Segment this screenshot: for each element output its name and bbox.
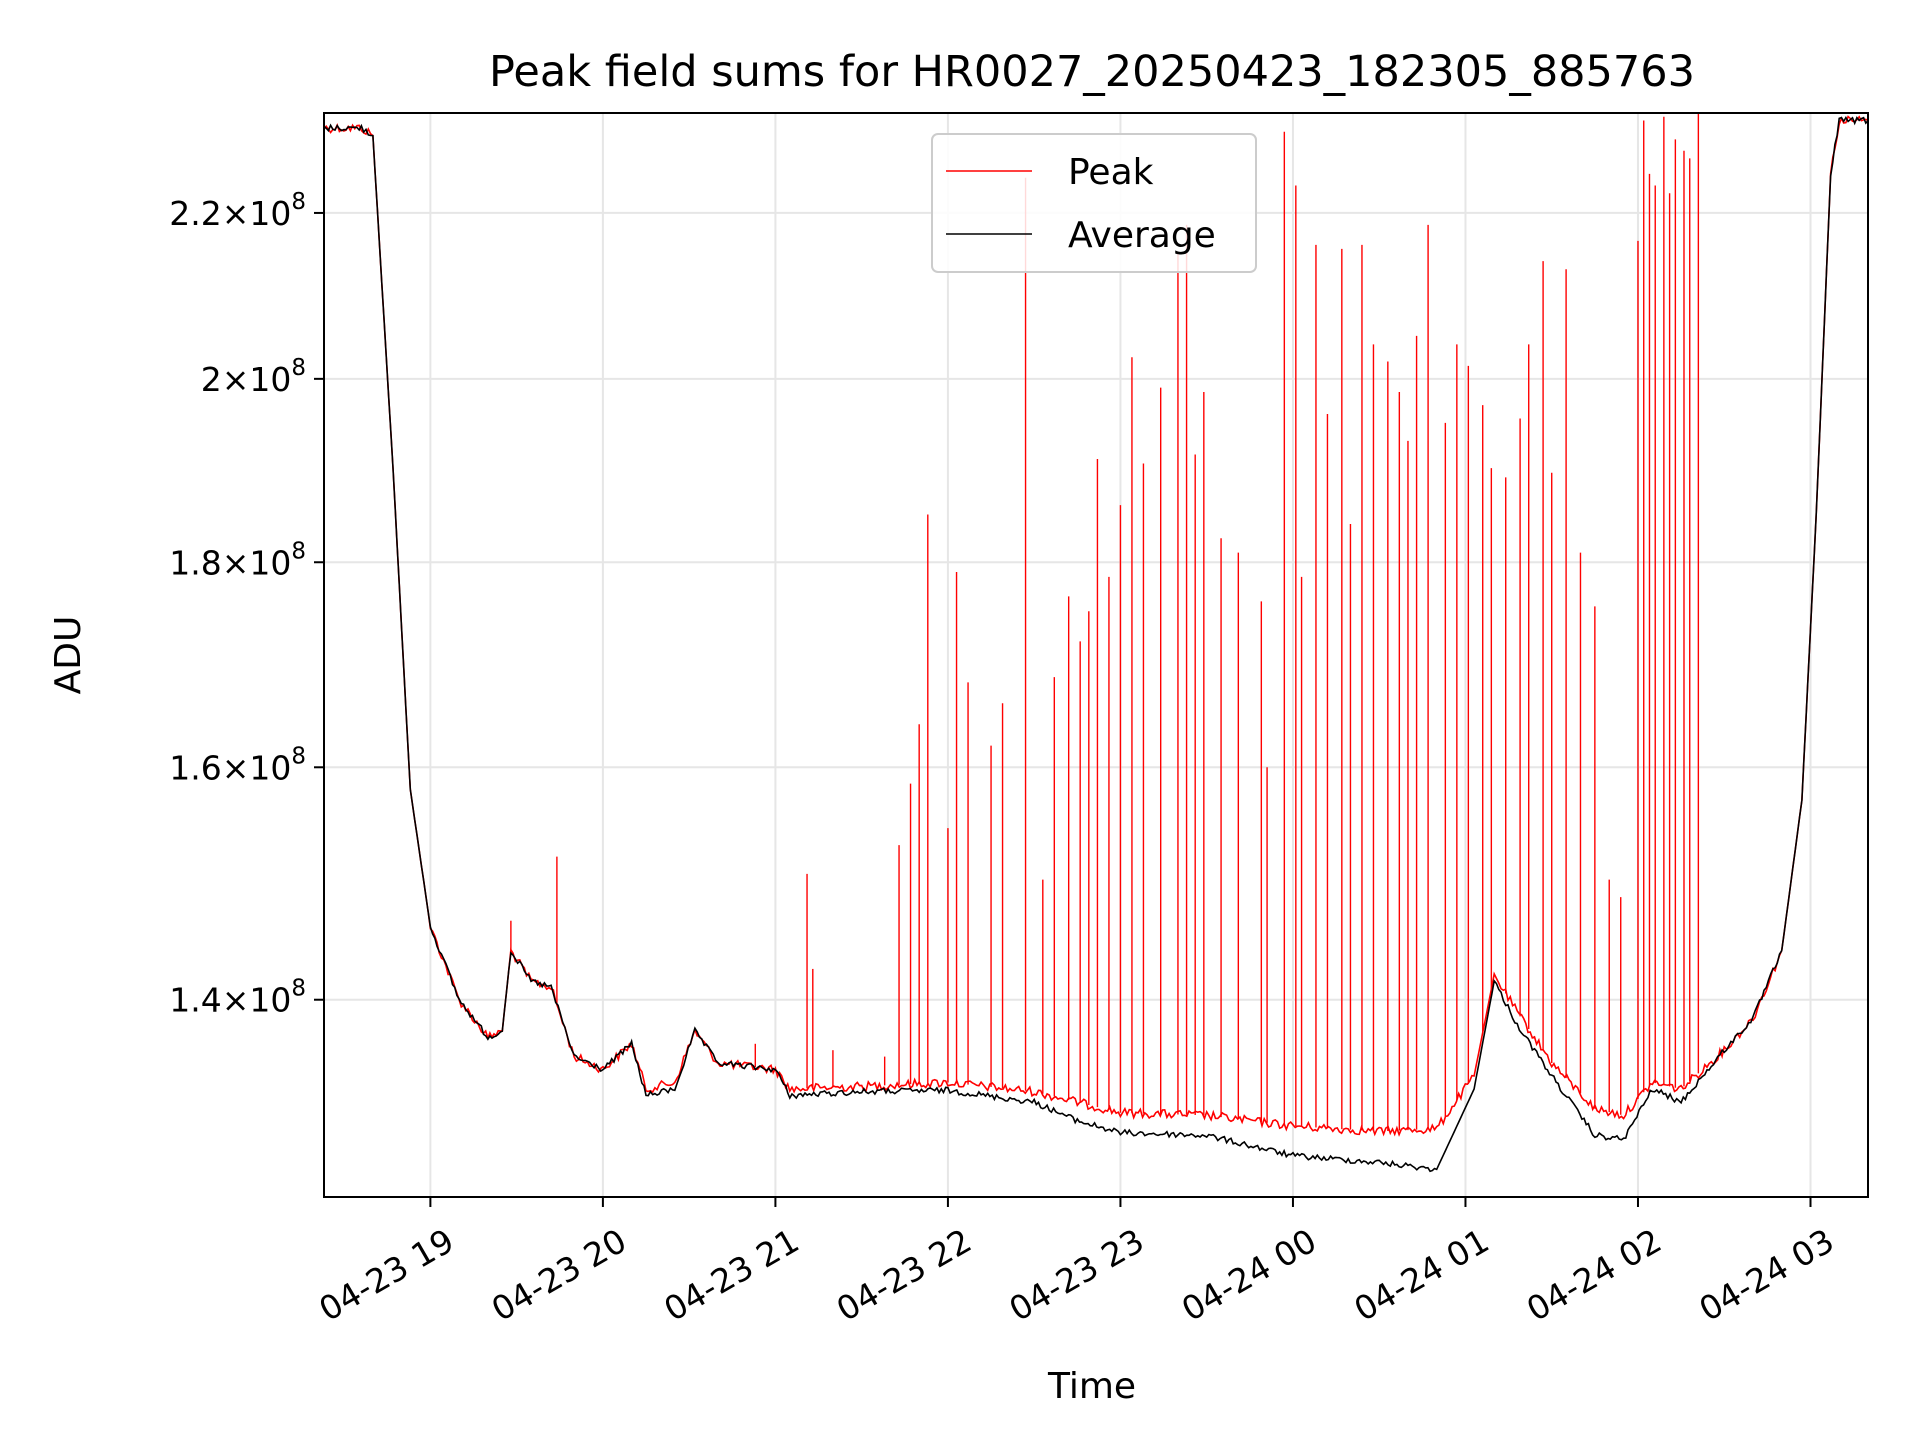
y-tick-label: 2.2×108 (169, 189, 306, 233)
legend-label-peak: Peak (1068, 152, 1154, 193)
series-group (324, 113, 1868, 1173)
plot-series (324, 113, 1868, 1173)
legend-label-average: Average (1068, 215, 1216, 256)
chart-title: Peak field sums for HR0027_20250423_1823… (489, 47, 1695, 97)
legend: Peak Average (931, 133, 1257, 273)
plot-frame (323, 112, 1869, 1198)
y-tick-label: 2×108 (201, 355, 306, 399)
y-axis-label: ADU (48, 616, 89, 695)
y-tick-label: 1.4×108 (169, 976, 306, 1020)
y-tick-label: 1.8×108 (169, 538, 306, 582)
series-peak-line (324, 115, 1868, 1137)
series-average-line (324, 116, 1868, 1173)
legend-box (931, 133, 1257, 273)
y-tick-label: 1.6×108 (169, 743, 306, 787)
x-axis-label: Time (1047, 1366, 1136, 1407)
